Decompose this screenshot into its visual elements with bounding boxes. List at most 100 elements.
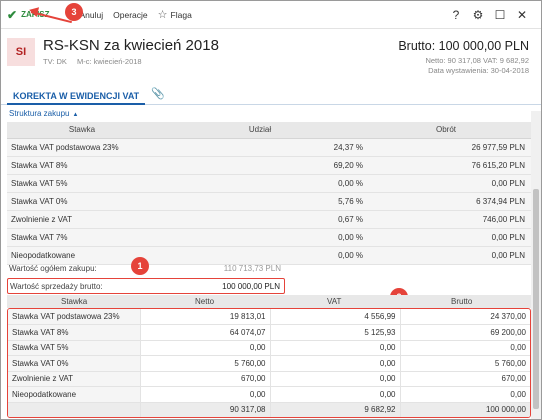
rate-cell: Stawka VAT 0% xyxy=(8,355,141,372)
rate-cell: Stawka VAT podstawowa 23% xyxy=(7,138,157,157)
table-row[interactable]: Stawka VAT 8% 64 074,07 5 125,93 69 200,00 xyxy=(8,324,530,341)
purchase-total-row: Wartość ogółem zakupu: 110 713,73 PLN xyxy=(7,261,285,277)
sales-table-header: Stawka Netto VAT Brutto xyxy=(7,295,531,308)
star-icon: ☆ xyxy=(157,9,168,21)
brutto-total-cell: 100 000,00 xyxy=(400,402,530,417)
structure-link-label: Struktura zakupu xyxy=(9,109,70,118)
turnover-cell: 0,00 PLN xyxy=(367,228,531,247)
check-icon: ✔ xyxy=(7,7,18,22)
total-label-cell xyxy=(8,402,141,417)
brutto-cell[interactable]: 69 200,00 xyxy=(400,324,530,341)
annotation-badge-1: 1 xyxy=(131,257,149,275)
table-row[interactable]: Nieopodatkowane 0,00 0,00 0,00 xyxy=(8,386,530,403)
share-cell: 0,67 % xyxy=(157,210,367,229)
table-row[interactable]: Stawka VAT 7% 0,00 % 0,00 PLN xyxy=(7,228,531,247)
share-cell: 0,00 % xyxy=(157,246,367,265)
table-row[interactable]: Zwolnienie z VAT 670,00 0,00 670,00 xyxy=(8,371,530,387)
turnover-cell: 746,00 PLN xyxy=(367,210,531,229)
share-cell: 69,20 % xyxy=(157,156,367,175)
cancel-label: Anuluj xyxy=(79,9,104,20)
operations-menu[interactable]: Operacje xyxy=(113,10,148,20)
column-header[interactable]: Stawka xyxy=(7,122,157,139)
share-cell: 0,00 % xyxy=(157,174,367,193)
rate-cell: Nieopodatkowane xyxy=(7,246,157,265)
annotation-badge-3: 3 xyxy=(65,3,83,21)
purchase-total-label: Wartość ogółem zakupu: xyxy=(9,264,97,273)
sales-total-label: Wartość sprzedaży brutto: xyxy=(10,282,103,291)
rate-cell: Zwolnienie z VAT xyxy=(7,210,157,229)
turnover-cell: 26 977,59 PLN xyxy=(367,138,531,157)
vat-cell[interactable]: 0,00 xyxy=(270,340,401,356)
turnover-cell: 0,00 PLN xyxy=(367,174,531,193)
brutto-cell[interactable]: 0,00 xyxy=(400,340,530,356)
table-row[interactable]: Stawka VAT 8% 69,20 % 76 615,20 PLN xyxy=(7,156,531,175)
table-row[interactable]: Zwolnienie z VAT 0,67 % 746,00 PLN xyxy=(7,210,531,229)
brutto-cell[interactable]: 5 760,00 xyxy=(400,355,530,372)
share-cell: 0,00 % xyxy=(157,228,367,247)
column-header[interactable]: VAT xyxy=(327,297,342,306)
purchase-total-value: 110 713,73 PLN xyxy=(223,264,281,273)
turnover-cell: 76 615,20 PLN xyxy=(367,156,531,175)
save-button[interactable]: ✔ ZAPISZ xyxy=(7,6,50,24)
tv-label: TV: DK xyxy=(43,57,67,66)
sales-total-row[interactable]: Wartość sprzedaży brutto: 100 000,00 PLN xyxy=(7,278,285,294)
column-header[interactable]: Obrót xyxy=(367,122,531,139)
rate-cell: Stawka VAT 8% xyxy=(7,156,157,175)
table-row[interactable]: Stawka VAT 0% 5 760,00 0,00 5 760,00 xyxy=(8,355,530,372)
vat-cell[interactable]: 0,00 xyxy=(270,355,401,372)
netto-cell[interactable]: 5 760,00 xyxy=(140,355,271,372)
table-row[interactable]: Stawka VAT podstawowa 23% 24,37 % 26 977,5… xyxy=(7,138,531,157)
flag-label: Flaga xyxy=(170,9,192,20)
column-header[interactable]: Brutto xyxy=(451,297,473,306)
tab-bar: KOREKTA W EWIDENCJI VAT 📎 xyxy=(1,85,541,105)
turnover-cell: 6 374,94 PLN xyxy=(367,192,531,211)
table-row[interactable]: Stawka VAT 5% 0,00 % 0,00 PLN xyxy=(7,174,531,193)
share-cell: 5,76 % xyxy=(157,192,367,211)
brutto-cell[interactable]: 0,00 xyxy=(400,386,530,403)
tab-vat-correction[interactable]: KOREKTA W EWIDENCJI VAT xyxy=(7,87,146,105)
netto-cell[interactable]: 19 813,01 xyxy=(140,309,271,325)
gear-icon[interactable]: ⚙ xyxy=(472,8,484,22)
brutto-cell[interactable]: 670,00 xyxy=(400,371,530,387)
save-label: ZAPISZ xyxy=(21,10,50,19)
turnover-cell: 0,00 PLN xyxy=(367,246,531,265)
flag-button[interactable]: ☆ Flaga xyxy=(158,8,192,21)
rate-cell: Stawka VAT 5% xyxy=(7,174,157,193)
vat-total-cell: 9 682,92 xyxy=(270,402,401,417)
table-row[interactable]: Stawka VAT 0% 5,76 % 6 374,94 PLN xyxy=(7,192,531,211)
structure-link[interactable]: Struktura zakupu ▲ xyxy=(9,109,78,118)
column-header[interactable]: Stawka xyxy=(61,297,88,306)
table-row[interactable]: Stawka VAT 5% 0,00 0,00 0,00 xyxy=(8,340,530,356)
month-label: M-c: kwiecień-2018 xyxy=(77,57,142,66)
column-header[interactable]: Udział xyxy=(157,122,367,139)
issue-date: Data wystawienia: 30-04-2018 xyxy=(428,66,529,75)
sales-table: Stawka VAT podstawowa 23% 19 813,01 4 556,… xyxy=(7,308,531,418)
rate-cell: Stawka VAT 8% xyxy=(8,324,141,341)
brutto-cell[interactable]: 24 370,00 xyxy=(400,309,530,325)
rate-cell: Stawka VAT 7% xyxy=(7,228,157,247)
netto-total-cell: 90 317,08 xyxy=(140,402,271,417)
netto-cell[interactable]: 0,00 xyxy=(140,340,271,356)
vat-cell[interactable]: 4 556,99 xyxy=(270,309,401,325)
vat-cell[interactable]: 0,00 xyxy=(270,386,401,403)
cancel-button[interactable]: Anuluj xyxy=(80,10,104,20)
scrollbar-thumb[interactable] xyxy=(533,189,539,409)
rate-cell: Stawka VAT podstawowa 23% xyxy=(8,309,141,325)
table-row[interactable]: Stawka VAT podstawowa 23% 19 813,01 4 556,… xyxy=(8,309,530,325)
maximize-icon[interactable]: ☐ xyxy=(494,8,506,22)
rate-cell: Zwolnienie z VAT xyxy=(8,371,141,387)
close-icon[interactable]: ✕ xyxy=(516,8,528,22)
vat-cell[interactable]: 5 125,93 xyxy=(270,324,401,341)
netto-cell[interactable]: 670,00 xyxy=(140,371,271,387)
vertical-scrollbar[interactable] xyxy=(531,111,541,419)
netto-vat-summary: Netto: 90 317,08 VAT: 9 682,92 xyxy=(425,56,529,65)
column-header[interactable]: Netto xyxy=(195,297,215,306)
netto-cell[interactable]: 64 074,07 xyxy=(140,324,271,341)
toolbar: ✔ ZAPISZ Anuluj Operacje ☆ Flaga ? ⚙ ☐ ✕ xyxy=(1,1,541,29)
attachment-icon[interactable]: 📎 xyxy=(151,88,165,100)
rate-cell: Nieopodatkowane xyxy=(8,386,141,403)
netto-cell[interactable]: 0,00 xyxy=(140,386,271,403)
sales-total-value[interactable]: 100 000,00 PLN xyxy=(222,282,280,291)
help-icon[interactable]: ? xyxy=(452,8,460,22)
vat-cell[interactable]: 0,00 xyxy=(270,371,401,387)
